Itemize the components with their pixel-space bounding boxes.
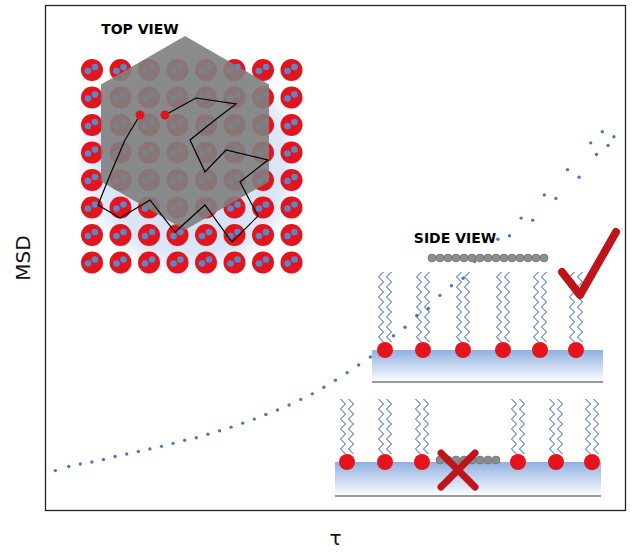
svg-text:SIDE VIEW: SIDE VIEW <box>414 230 496 246</box>
svg-text:TOP VIEW: TOP VIEW <box>101 21 179 37</box>
svg-text:MSD: MSD <box>11 235 35 280</box>
svg-text:τ: τ <box>329 526 341 550</box>
